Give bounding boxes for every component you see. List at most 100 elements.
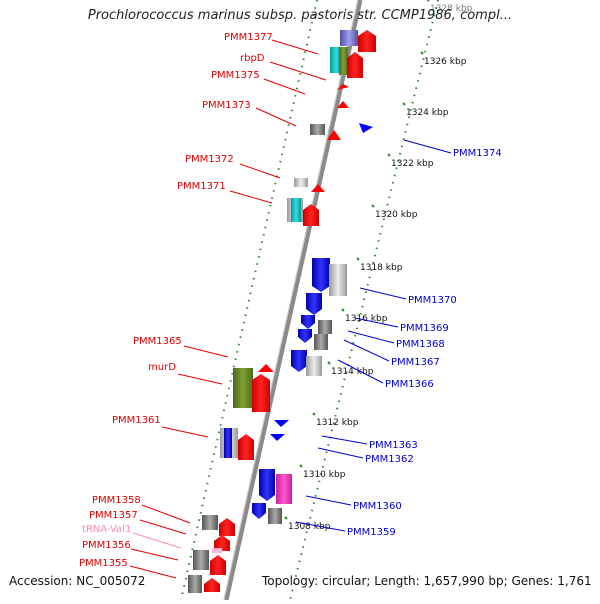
kbp-tick-label: 1314 kbp (331, 367, 374, 377)
reverse-gene-label[interactable]: PMM1368 (396, 339, 445, 350)
backbone-highlight (223, 0, 359, 601)
gene-pmm1360[interactable] (259, 469, 275, 501)
forward-gene-label[interactable]: PMM1365 (133, 336, 182, 347)
forward-gene-label[interactable]: PMM1357 (89, 510, 138, 521)
reverse-label-leader (403, 139, 452, 154)
forward-gene-label[interactable]: PMM1356 (82, 540, 131, 551)
reverse-label-leader (317, 447, 364, 459)
kbp-tick-label: 1312 kbp (316, 418, 359, 428)
reverse-gene-labels: PMM1374 PMM1370 PMM1369 PMM1368 PMM1367 PMM13… (295, 139, 502, 538)
gene-pmm1373[interactable] (310, 124, 325, 135)
genome-summary: Topology: circular; Length: 1,657,990 bp… (262, 574, 592, 588)
genome-backbone (223, 0, 363, 601)
gene-pmm1366[interactable] (291, 350, 307, 372)
forward-gene-label[interactable]: PMM1377 (224, 32, 273, 43)
gene-pmm1359-b[interactable] (268, 508, 282, 524)
kbp-tick-mark (387, 153, 391, 157)
gene-pmm1372-arrow[interactable] (311, 184, 325, 192)
gene-murd[interactable] (233, 368, 253, 408)
kbp-tick-label: 1316 kbp (345, 314, 388, 324)
reverse-gene-label[interactable]: PMM1363 (369, 440, 418, 451)
reverse-label-leader (359, 287, 407, 300)
forward-gene-label[interactable]: murD (148, 362, 176, 373)
gene-rbpd-arrow[interactable] (347, 52, 363, 78)
reverse-gene-label[interactable]: PMM1366 (385, 379, 434, 390)
forward-genes (188, 30, 376, 593)
forward-gene-label[interactable]: PMM1361 (112, 415, 161, 426)
kbp-tick-mark (426, 0, 430, 2)
reverse-track-line (289, 0, 439, 601)
gene-pmm1365[interactable] (258, 364, 274, 372)
forward-gene-label[interactable]: PMM1355 (79, 558, 128, 569)
forward-gene-label[interactable]: PMM1358 (92, 495, 141, 506)
gene-pmm1366-b[interactable] (306, 356, 322, 376)
kbp-tick-mark (341, 308, 345, 312)
forward-label-leader (130, 548, 179, 561)
kbp-tick-mark (284, 516, 288, 520)
gene-pmm1375[interactable] (337, 84, 349, 90)
forward-gene-label[interactable]: tRNA-Val1 (82, 524, 131, 535)
kbp-tick-mark (402, 102, 406, 106)
gene-pmm1355[interactable] (188, 575, 202, 593)
gene-pmm1375-b[interactable] (337, 101, 349, 108)
kbp-tick-label: 1310 kbp (303, 470, 346, 480)
gene-pmm1363[interactable] (274, 420, 289, 427)
reverse-label-leader (347, 330, 395, 344)
gene-pmm1355-arrow[interactable] (204, 578, 220, 592)
reverse-gene-label[interactable]: PMM1359 (347, 527, 396, 538)
reverse-gene-label[interactable]: PMM1367 (391, 357, 440, 368)
gene-pmm1372[interactable] (294, 178, 308, 187)
gene-pmm1371-arrow[interactable] (303, 204, 319, 226)
gene-pmm1360-b[interactable] (276, 474, 292, 504)
gene-pmm1369[interactable] (301, 315, 315, 329)
gene-pmm1361-b[interactable] (224, 428, 232, 458)
reverse-gene-label[interactable]: PMM1360 (353, 501, 402, 512)
kbp-tick-mark (327, 361, 331, 365)
reverse-gene-label[interactable]: PMM1369 (400, 323, 449, 334)
forward-label-leader (255, 107, 297, 127)
gene-murd-arrow[interactable] (252, 374, 270, 412)
forward-label-leader (183, 345, 229, 358)
forward-gene-label[interactable]: PMM1371 (177, 181, 226, 192)
gene-pmm1368[interactable] (318, 320, 332, 334)
gene-pmm1374[interactable] (359, 123, 373, 133)
map-title: Prochlorococcus marinus subsp. pastoris … (87, 8, 513, 23)
gene-pmm1370[interactable] (312, 258, 330, 292)
gene-pmm1359[interactable] (252, 503, 266, 519)
gene-trna-val1-b[interactable] (212, 548, 222, 553)
gene-pmm1358[interactable] (202, 515, 218, 530)
gene-pmm1373-arrow[interactable] (327, 130, 341, 140)
reverse-gene-label[interactable]: PMM1370 (408, 295, 457, 306)
forward-gene-label[interactable]: PMM1373 (202, 100, 251, 111)
forward-gene-label[interactable]: rbpD (240, 53, 265, 64)
gene-pmm1377[interactable] (340, 30, 358, 46)
reverse-label-leader (337, 359, 384, 384)
kbp-tick-mark (420, 51, 424, 55)
kbp-tick-label: 1320 kbp (375, 210, 418, 220)
gene-trna-val1[interactable] (214, 535, 230, 551)
accession-label: Accession: NC_005072 (9, 574, 146, 588)
gene-pmm1361-arrow[interactable] (238, 434, 254, 460)
gene-pmm1367-b[interactable] (314, 334, 328, 350)
gene-rbpd-b[interactable] (339, 47, 348, 75)
gene-pmm1370-b[interactable] (329, 264, 347, 296)
kbp-tick-mark (356, 257, 360, 261)
gene-pmm1370-c[interactable] (306, 293, 322, 315)
reverse-gene-label[interactable]: PMM1362 (365, 454, 414, 465)
gene-pmm1356[interactable] (193, 550, 209, 570)
forward-gene-label[interactable]: PMM1375 (211, 70, 260, 81)
gene-pmm1362[interactable] (270, 434, 285, 441)
gene-pmm1371-b[interactable] (291, 198, 301, 222)
gene-pmm1356-arrow[interactable] (210, 555, 226, 575)
forward-label-leader (271, 39, 319, 55)
forward-label-leader (129, 565, 177, 579)
kbp-tick-mark (371, 204, 375, 208)
forward-label-leader (229, 190, 273, 204)
forward-gene-label[interactable]: PMM1372 (185, 154, 234, 165)
kbp-tick-label: 1322 kbp (391, 159, 434, 169)
gene-pmm1367[interactable] (298, 329, 312, 343)
reverse-gene-label[interactable]: PMM1374 (453, 148, 502, 159)
gene-pmm1357[interactable] (219, 518, 235, 536)
gene-pmm1377-arrow[interactable] (358, 30, 376, 52)
